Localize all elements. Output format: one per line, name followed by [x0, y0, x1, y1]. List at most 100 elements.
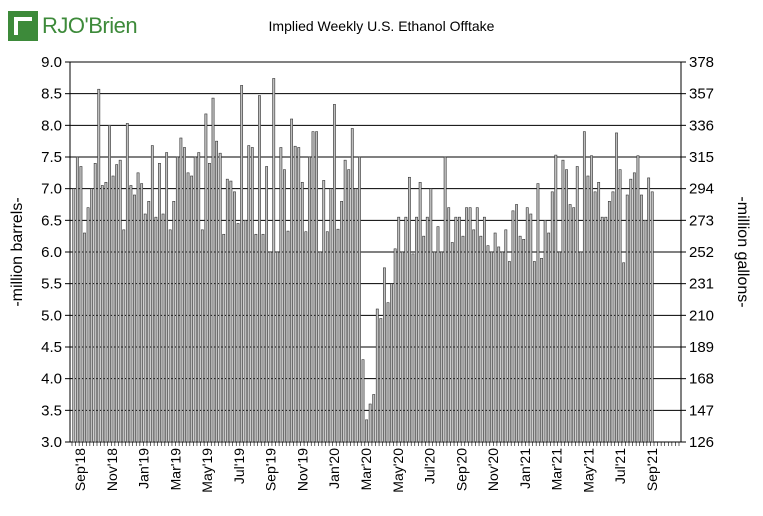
bar: [233, 191, 236, 443]
x-tick-label: Mar'21: [549, 448, 565, 491]
bar: [222, 233, 226, 443]
bar: [615, 132, 618, 443]
bar: [168, 229, 172, 443]
bar: [461, 235, 465, 443]
bar: [211, 97, 215, 443]
bar: [361, 359, 365, 443]
x-tick-label: Nov'18: [104, 448, 120, 491]
right-tick-label: 231: [689, 276, 714, 293]
bar: [440, 251, 443, 443]
bar: [465, 207, 468, 443]
bar: [579, 251, 583, 443]
right-tick-label: 126: [689, 434, 714, 451]
bar: [497, 246, 501, 443]
left-tick-label: 7.5: [41, 149, 62, 166]
bar: [336, 228, 340, 443]
bar: [572, 207, 576, 443]
left-tick-label: 4.5: [41, 339, 62, 356]
bar: [136, 172, 140, 443]
left-tick-label: 6.0: [41, 244, 62, 261]
bar: [504, 229, 508, 443]
bar: [468, 207, 472, 443]
bar: [254, 233, 258, 443]
bar: [493, 232, 497, 443]
right-axis-title: -million gallons-: [734, 196, 751, 307]
bar: [482, 216, 486, 443]
bar: [200, 229, 204, 443]
bar: [597, 182, 601, 443]
left-tick-label: 7.0: [41, 181, 62, 198]
bar: [183, 147, 186, 443]
bar: [111, 175, 115, 443]
bar: [557, 251, 561, 443]
x-tick-label: Jan'21: [517, 448, 533, 489]
bar: [447, 207, 451, 443]
bar: [408, 176, 411, 443]
right-tick-label: 147: [689, 402, 714, 419]
bar: [647, 177, 651, 443]
bar: [625, 194, 629, 443]
bar: [422, 235, 426, 443]
bar: [268, 251, 272, 443]
bar: [133, 194, 136, 443]
bar: [272, 78, 276, 443]
bar: [500, 251, 504, 443]
bar: [236, 223, 240, 443]
chart-title: Implied Weekly U.S. Ethanol Offtake: [268, 18, 495, 34]
bar: [525, 207, 529, 443]
x-tick-label: Mar'20: [358, 448, 374, 491]
bar: [486, 245, 490, 443]
bar: [325, 231, 329, 443]
right-tick-label: 315: [689, 149, 714, 166]
bar: [158, 163, 161, 443]
bar: [97, 88, 101, 443]
bar: [433, 251, 436, 443]
bar: [190, 175, 194, 443]
x-tick-label: Sep'19: [263, 448, 279, 491]
bar: [454, 216, 458, 443]
bar: [343, 159, 347, 443]
bar: [386, 302, 390, 443]
right-tick-label: 378: [689, 54, 714, 71]
x-tick-label: Nov'20: [485, 448, 501, 491]
bar: [275, 251, 279, 443]
bar: [457, 216, 461, 443]
left-tick-label: 6.5: [41, 212, 62, 229]
bar: [83, 232, 86, 443]
bar: [329, 188, 333, 443]
bar: [354, 188, 358, 443]
bar: [575, 166, 579, 443]
bar: [265, 166, 268, 443]
bar: [479, 235, 483, 443]
x-tick-label: May'19: [199, 448, 215, 493]
right-tick-label: 168: [689, 371, 714, 388]
bar: [318, 251, 322, 443]
bar: [204, 113, 208, 443]
bar: [611, 191, 615, 443]
bar: [543, 220, 547, 443]
bar: [297, 147, 301, 443]
x-tick-label: Sep'21: [644, 448, 660, 491]
bar: [397, 216, 401, 443]
bar: [425, 216, 429, 443]
bar: [290, 118, 293, 443]
bar: [515, 204, 518, 443]
bar: [208, 163, 211, 443]
bar: [450, 242, 454, 443]
bar: [607, 201, 611, 443]
x-tick-label: Mar'19: [167, 448, 183, 491]
bar: [104, 182, 108, 443]
bar: [536, 183, 540, 443]
bar: [129, 185, 133, 443]
bar: [215, 140, 219, 443]
bar: [311, 131, 315, 443]
bar: [286, 230, 290, 443]
right-tick-label: 336: [689, 117, 714, 134]
bar: [547, 232, 551, 443]
bar: [529, 213, 533, 443]
right-tick-label: 252: [689, 244, 714, 261]
left-tick-label: 5.0: [41, 307, 62, 324]
bar: [358, 156, 361, 443]
bar: [618, 169, 622, 443]
right-tick-label: 273: [689, 212, 714, 229]
